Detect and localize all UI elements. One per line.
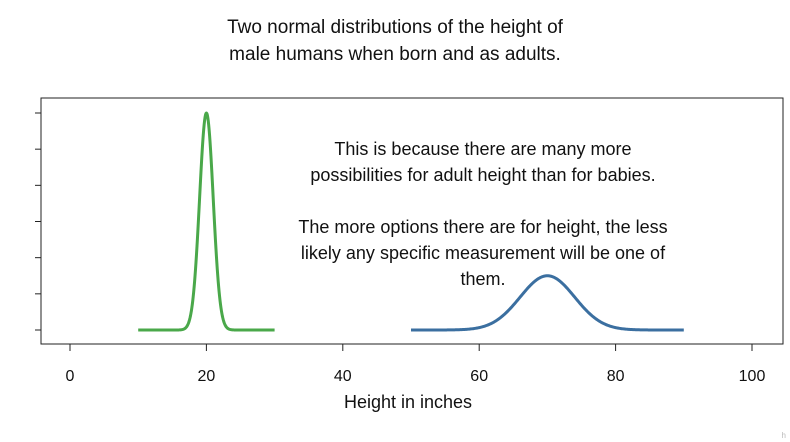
annotation: This is because there are many more poss… — [268, 136, 698, 292]
adult-height-curve — [410, 274, 685, 332]
corner-mark: h — [781, 431, 786, 440]
annotation-line: them. — [460, 269, 506, 289]
y-axis — [35, 112, 41, 331]
annotation-paragraph-1: This is because there are many more poss… — [268, 136, 698, 188]
x-tick-label: 20 — [198, 368, 216, 385]
chart-title-line-2: male humans when born and as adults. — [229, 44, 561, 65]
x-tick-label: 60 — [470, 368, 488, 385]
annotation-line: This is because there are many more — [334, 139, 632, 159]
chart-title-line-1: Two normal distributions of the height o… — [227, 17, 563, 38]
x-tick-label: 40 — [334, 368, 352, 385]
x-tick-label: 0 — [66, 368, 75, 385]
annotation-line: likely any specific measurement will be … — [300, 243, 666, 263]
annotation-line: The more options there are for height, t… — [298, 217, 668, 237]
x-tick-label: 80 — [607, 368, 625, 385]
annotation-line: possibilities for adult height than for … — [310, 165, 656, 185]
x-axis: 0 20 40 60 80 100 — [66, 343, 766, 385]
newborn-height-curve — [137, 111, 276, 332]
chart-title: Two normal distributions of the height o… — [0, 14, 790, 68]
x-tick-label: 100 — [739, 368, 766, 385]
annotation-paragraph-2: The more options there are for height, t… — [268, 214, 698, 292]
x-axis-label: Height in inches — [344, 392, 472, 412]
plot-area — [137, 111, 685, 332]
